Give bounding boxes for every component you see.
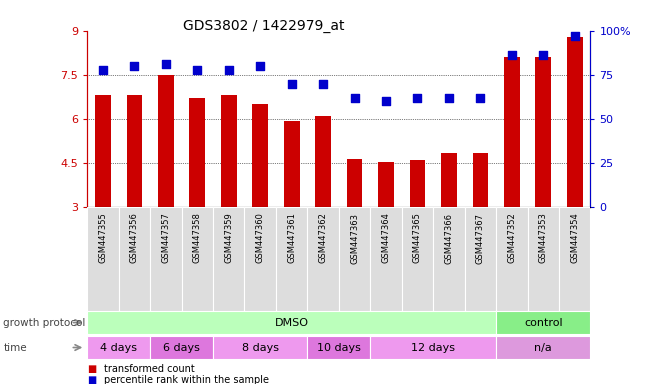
FancyBboxPatch shape — [370, 336, 496, 359]
Text: GSM447361: GSM447361 — [287, 213, 296, 263]
Text: GSM447354: GSM447354 — [570, 213, 579, 263]
Point — [475, 95, 486, 101]
Text: GSM447364: GSM447364 — [382, 213, 391, 263]
Point — [380, 98, 391, 104]
Point — [223, 66, 234, 73]
Text: GDS3802 / 1422979_at: GDS3802 / 1422979_at — [183, 19, 344, 33]
Text: GSM447360: GSM447360 — [256, 213, 265, 263]
FancyBboxPatch shape — [559, 207, 590, 311]
Text: GSM447358: GSM447358 — [193, 213, 202, 263]
Text: 10 days: 10 days — [317, 343, 361, 353]
Point — [129, 63, 140, 69]
Text: 6 days: 6 days — [163, 343, 200, 353]
Text: GSM447352: GSM447352 — [507, 213, 517, 263]
FancyBboxPatch shape — [307, 207, 339, 311]
FancyBboxPatch shape — [527, 207, 559, 311]
Bar — [127, 96, 142, 207]
Point — [287, 81, 297, 87]
Text: control: control — [524, 318, 562, 328]
FancyBboxPatch shape — [182, 207, 213, 311]
FancyBboxPatch shape — [339, 207, 370, 311]
Bar — [567, 36, 582, 207]
FancyBboxPatch shape — [496, 207, 527, 311]
Bar — [378, 162, 394, 207]
Bar — [347, 159, 362, 207]
FancyBboxPatch shape — [87, 311, 496, 334]
Point — [570, 33, 580, 39]
Bar — [441, 153, 457, 207]
Text: GSM447367: GSM447367 — [476, 213, 485, 263]
Text: 8 days: 8 days — [242, 343, 278, 353]
Text: GSM447366: GSM447366 — [444, 213, 454, 263]
Bar — [158, 75, 174, 207]
Text: growth protocol: growth protocol — [3, 318, 86, 328]
Bar — [535, 57, 551, 207]
FancyBboxPatch shape — [119, 207, 150, 311]
Point — [160, 61, 171, 67]
Point — [192, 66, 203, 73]
FancyBboxPatch shape — [276, 207, 307, 311]
FancyBboxPatch shape — [244, 207, 276, 311]
FancyBboxPatch shape — [433, 207, 464, 311]
Text: GSM447365: GSM447365 — [413, 213, 422, 263]
Text: n/a: n/a — [534, 343, 552, 353]
Point — [412, 95, 423, 101]
FancyBboxPatch shape — [150, 207, 182, 311]
FancyBboxPatch shape — [213, 207, 244, 311]
Bar — [472, 153, 488, 207]
FancyBboxPatch shape — [370, 207, 402, 311]
Text: GSM447357: GSM447357 — [161, 213, 170, 263]
FancyBboxPatch shape — [402, 207, 433, 311]
Text: transformed count: transformed count — [104, 364, 195, 374]
Text: 12 days: 12 days — [411, 343, 455, 353]
Text: GSM447355: GSM447355 — [99, 213, 107, 263]
Point — [538, 52, 549, 58]
Text: DMSO: DMSO — [274, 318, 309, 328]
Text: GSM447353: GSM447353 — [539, 213, 548, 263]
Text: ■: ■ — [87, 375, 97, 384]
Text: percentile rank within the sample: percentile rank within the sample — [104, 375, 269, 384]
FancyBboxPatch shape — [87, 336, 150, 359]
Text: 4 days: 4 days — [100, 343, 137, 353]
Text: time: time — [3, 343, 27, 353]
FancyBboxPatch shape — [307, 336, 370, 359]
Point — [349, 95, 360, 101]
Text: GSM447362: GSM447362 — [319, 213, 327, 263]
Point — [97, 66, 108, 73]
Bar — [189, 98, 205, 207]
Point — [444, 95, 454, 101]
FancyBboxPatch shape — [87, 207, 119, 311]
Text: GSM447363: GSM447363 — [350, 213, 359, 263]
Bar — [284, 121, 299, 207]
Point — [318, 81, 329, 87]
Point — [507, 52, 517, 58]
Bar — [95, 96, 111, 207]
Bar — [504, 57, 520, 207]
Bar — [409, 160, 425, 207]
Text: ■: ■ — [87, 364, 97, 374]
Text: GSM447356: GSM447356 — [130, 213, 139, 263]
Bar — [221, 96, 237, 207]
FancyBboxPatch shape — [464, 207, 496, 311]
FancyBboxPatch shape — [496, 311, 590, 334]
FancyBboxPatch shape — [150, 336, 213, 359]
Text: GSM447359: GSM447359 — [224, 213, 234, 263]
Point — [255, 63, 266, 69]
FancyBboxPatch shape — [496, 336, 590, 359]
Bar — [252, 104, 268, 207]
FancyBboxPatch shape — [213, 336, 307, 359]
Bar — [315, 116, 331, 207]
